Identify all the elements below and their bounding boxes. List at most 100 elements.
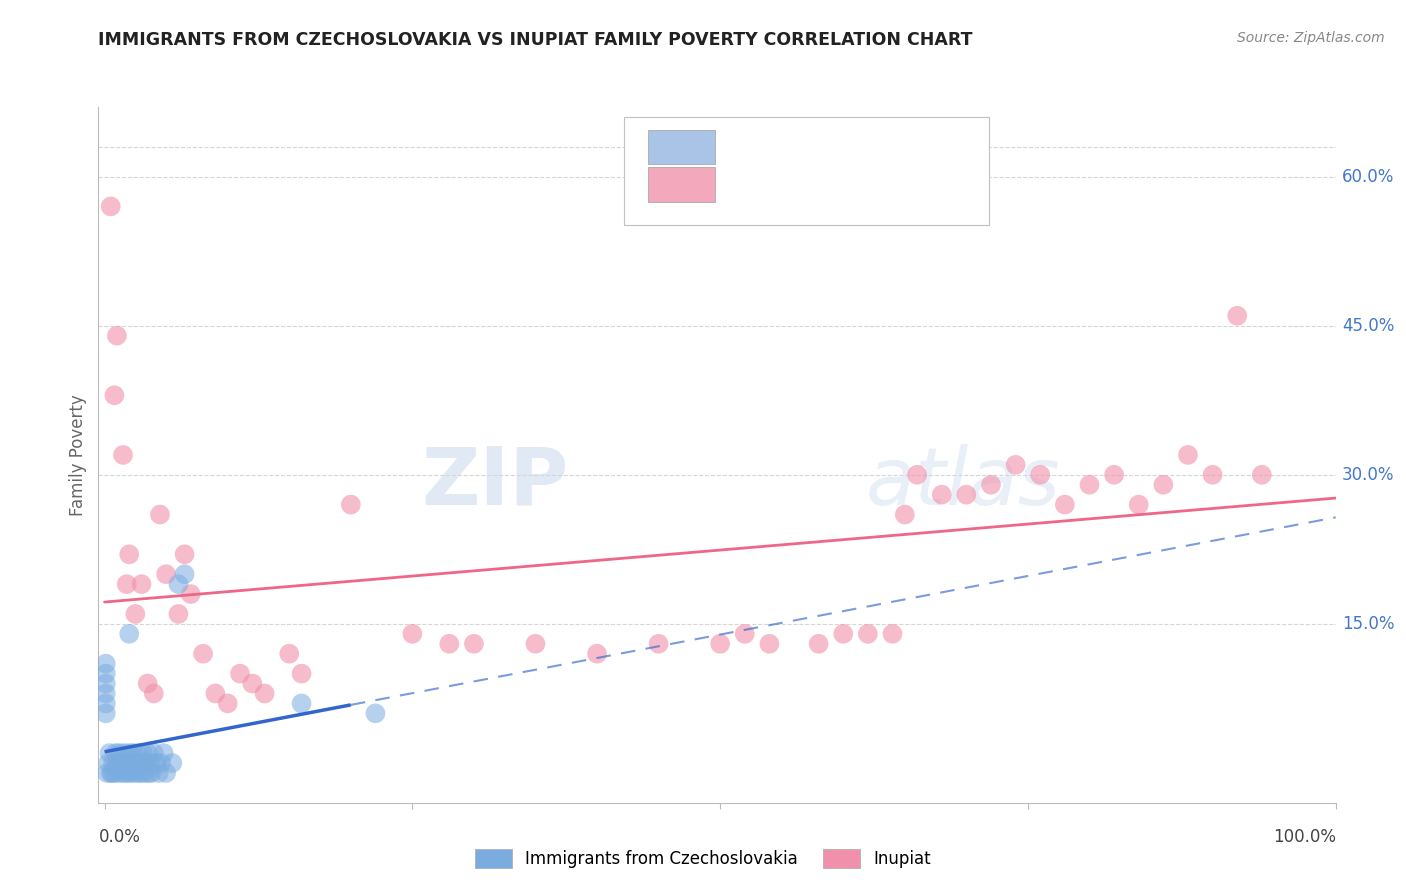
Point [117,766,139,780]
Point [142,686,165,700]
Point [141,766,163,780]
Point [162,756,184,770]
Point [152,746,174,760]
Point [340,498,363,512]
Point [931,488,953,502]
Point [290,697,312,711]
Point [112,756,135,770]
Point [1102,467,1125,482]
Point [127,746,149,760]
Point [191,647,214,661]
Point [107,766,129,780]
Point [100,766,122,780]
Point [112,448,135,462]
FancyBboxPatch shape [624,118,990,226]
Point [1250,467,1272,482]
Point [115,756,138,770]
Point [1226,309,1249,323]
Point [97,756,120,770]
Point [131,766,153,780]
Point [114,766,136,780]
Point [122,756,145,770]
Point [1152,477,1174,491]
Point [253,686,276,700]
Text: 100.0%: 100.0% [1272,828,1336,846]
Point [278,647,301,661]
Point [709,637,731,651]
Point [180,587,202,601]
Point [105,328,128,343]
Point [124,607,146,621]
Point [134,766,156,780]
Point [155,766,177,780]
Point [104,746,127,760]
Point [204,686,226,700]
Point [905,467,928,482]
Point [734,627,756,641]
Point [217,697,239,711]
Point [101,766,124,780]
Text: 15.0%: 15.0% [1341,615,1395,633]
Point [125,756,148,770]
Point [463,637,485,651]
Point [148,766,170,780]
Point [115,577,138,591]
Point [1078,477,1101,491]
Point [94,706,117,721]
Point [110,756,132,770]
Point [524,637,547,651]
Text: 30.0%: 30.0% [1341,466,1395,483]
Point [124,766,146,780]
Point [167,607,190,621]
Point [96,766,118,780]
Text: Source: ZipAtlas.com: Source: ZipAtlas.com [1237,31,1385,45]
FancyBboxPatch shape [648,129,714,164]
Text: R = 0.207: R = 0.207 [723,176,813,194]
Point [94,676,117,690]
Point [290,666,312,681]
Point [112,746,135,760]
Point [894,508,917,522]
Point [94,697,117,711]
Point [136,676,159,690]
Point [155,567,177,582]
Text: 45.0%: 45.0% [1341,317,1395,334]
Point [955,488,977,502]
Point [128,766,150,780]
Point [856,627,879,641]
Point [439,637,461,651]
Point [100,199,122,213]
Point [832,627,855,641]
Point [131,577,153,591]
Point [111,766,134,780]
Text: N = 53: N = 53 [866,176,925,194]
Point [108,746,131,760]
Text: IMMIGRANTS FROM CZECHOSLOVAKIA VS INUPIAT FAMILY POVERTY CORRELATION CHART: IMMIGRANTS FROM CZECHOSLOVAKIA VS INUPIA… [98,31,973,49]
Text: 0.0%: 0.0% [98,828,141,846]
Point [1053,498,1076,512]
Point [758,637,780,651]
Point [882,627,904,641]
Point [103,388,125,402]
Point [132,746,155,760]
Point [173,547,195,561]
Y-axis label: Family Poverty: Family Poverty [69,394,87,516]
Point [807,637,830,651]
Point [122,746,145,760]
Point [120,756,142,770]
Point [647,637,669,651]
Legend: Immigrants from Czechoslovakia, Inupiat: Immigrants from Czechoslovakia, Inupiat [468,842,938,875]
Text: R = -0.012: R = -0.012 [723,138,824,156]
Point [129,756,152,770]
Point [98,746,121,760]
Point [105,756,128,770]
Text: atlas: atlas [866,443,1060,522]
Point [118,547,141,561]
Point [1177,448,1199,462]
Text: ZIP: ZIP [422,443,568,522]
Point [167,577,190,591]
Point [364,706,387,721]
Point [103,766,125,780]
Point [94,666,117,681]
Point [240,676,263,690]
